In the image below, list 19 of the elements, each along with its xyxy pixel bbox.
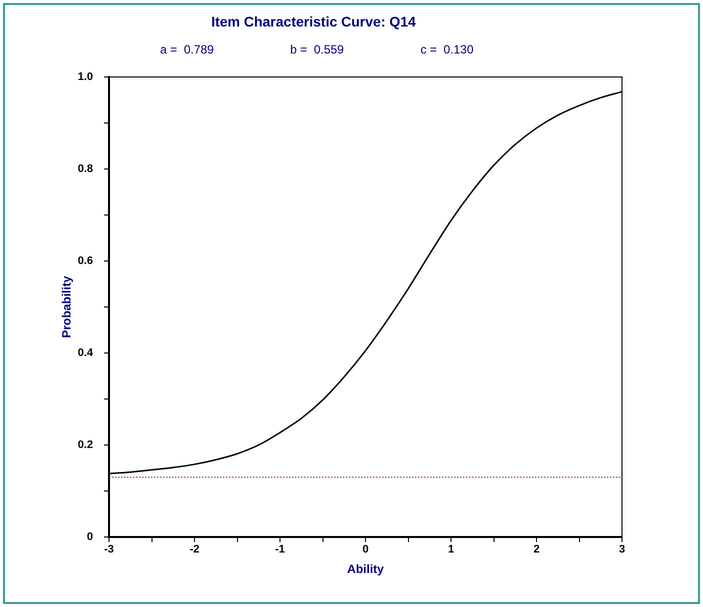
y-tick-label: 0.4 — [78, 347, 94, 360]
chart-title: Item Characteristic Curve: Q14 — [211, 13, 416, 30]
y-tick-label: 0.2 — [78, 439, 93, 452]
x-tick-label: 1 — [448, 544, 454, 556]
y-axis-title: Probability — [60, 276, 74, 338]
y-tick-label: 0.8 — [78, 163, 93, 176]
x-tick-label: 3 — [618, 544, 626, 556]
text: c = 0.130 — [420, 42, 474, 56]
x-tick-label: 2 — [533, 544, 540, 556]
x-tick-label: 0 — [362, 544, 369, 556]
y-tick-label: 0.6 — [78, 255, 93, 268]
x-tick-label: -3 — [104, 544, 114, 556]
x-tick-label: -1 — [275, 544, 285, 556]
text: a = 0.789 — [160, 42, 214, 56]
x-axis-title: Ability — [347, 562, 384, 576]
text: b = 0.559 — [290, 42, 344, 56]
x-tick-label: -2 — [190, 544, 200, 556]
y-tick-label: 1.0 — [78, 71, 93, 84]
y-tick-label: 0 — [86, 531, 93, 544]
